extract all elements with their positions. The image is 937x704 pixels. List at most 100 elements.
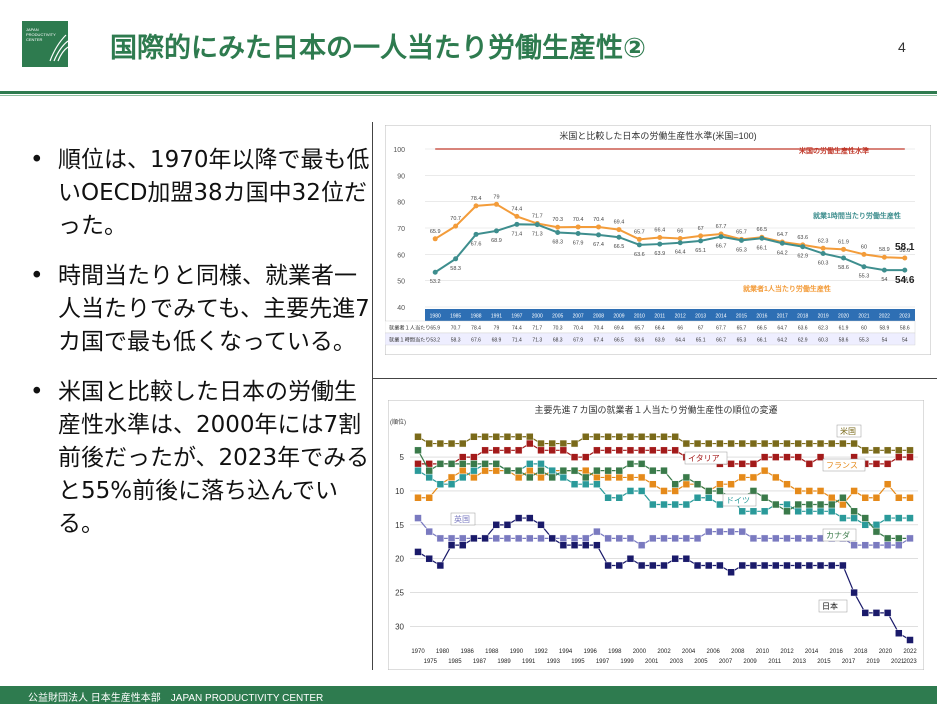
data-point [779, 240, 785, 246]
rank-marker [458, 473, 467, 482]
rank-marker [671, 433, 679, 441]
rank-marker [682, 480, 691, 488]
rank-marker [805, 460, 814, 468]
data-label: 58.9 [879, 247, 890, 253]
data-label: 60 [861, 244, 867, 250]
table-cell: 58.6 [839, 338, 849, 344]
table-cell: 70.7 [451, 326, 461, 332]
rank-marker [470, 433, 478, 441]
data-label: 70.3 [552, 217, 563, 223]
series-label-box [822, 528, 857, 542]
rank-marker [749, 507, 758, 516]
rank-marker [492, 534, 501, 543]
rank-marker [637, 487, 646, 495]
rank-marker [883, 446, 892, 455]
rank-marker [526, 439, 534, 448]
rank-marker [492, 433, 501, 441]
rank-marker [537, 460, 545, 468]
rank-marker [637, 473, 646, 482]
rank-marker [447, 534, 456, 543]
rank-marker [436, 439, 445, 448]
rank-marker [604, 561, 612, 570]
data-label: 54 [881, 277, 887, 283]
x-tick-top: 2020 [879, 649, 893, 655]
rank-marker [805, 507, 814, 516]
data-label: 63.6 [797, 235, 808, 241]
rank-marker [447, 460, 456, 468]
data-point [759, 235, 765, 241]
rank-marker [783, 507, 791, 516]
data-label: 70.4 [573, 217, 584, 223]
data-point [861, 251, 867, 257]
rank-marker [581, 541, 590, 549]
data-point [636, 236, 642, 242]
data-label: 62.9 [797, 254, 808, 260]
series-label: フランス [826, 461, 858, 470]
x-tick-top: 1990 [510, 649, 524, 655]
rank-marker [794, 500, 802, 509]
rank-marker [906, 514, 914, 522]
table-cell: 60 [861, 326, 867, 332]
data-label: 69.4 [614, 220, 625, 226]
rank-marker [794, 439, 802, 448]
data-point [493, 201, 499, 207]
data-label: 68.3 [552, 239, 563, 245]
data-point [514, 213, 520, 219]
data-label: 67.6 [471, 241, 482, 247]
rank-marker [883, 460, 892, 468]
table-cell: 67.7 [716, 326, 726, 332]
data-label: 58.6 [899, 248, 910, 254]
data-label: 55.3 [859, 274, 870, 280]
x-tick-bottom: 2023 [903, 659, 917, 665]
table-year: 2013 [695, 314, 706, 320]
data-point [555, 224, 561, 230]
data-point [698, 238, 704, 244]
x-tick-bottom: 2019 [866, 659, 880, 665]
x-tick-bottom: 2007 [719, 659, 733, 665]
rank-marker [906, 446, 914, 455]
rank-marker [637, 541, 646, 549]
data-label: 78.4 [471, 196, 482, 202]
rank-marker [693, 534, 702, 543]
x-tick-bottom: 2015 [817, 659, 831, 665]
rank-marker [548, 439, 556, 448]
rank-marker [872, 527, 881, 536]
table-cell: 70.3 [553, 326, 563, 332]
table-year: 1988 [470, 314, 481, 320]
table-cell: 62.9 [798, 338, 808, 344]
rank-marker [794, 453, 802, 461]
data-label: 58.6 [838, 265, 849, 271]
rank-marker [895, 453, 903, 461]
rank-marker [425, 554, 433, 563]
rank-marker [727, 439, 735, 448]
rank-marker [436, 534, 445, 543]
rank-marker [783, 439, 791, 448]
rank-marker [593, 527, 601, 536]
rank-marker [682, 554, 691, 563]
rank-marker [727, 527, 735, 536]
rank-marker [895, 541, 903, 549]
rank-marker [470, 534, 478, 543]
rank-marker [738, 473, 747, 482]
data-label: 65.7 [736, 229, 747, 235]
rank-marker [649, 433, 657, 441]
rank-marker [883, 609, 892, 617]
rank-marker [827, 507, 836, 516]
x-tick-bottom: 2005 [694, 659, 708, 665]
bullet-item: • 順位は、1970年以降で最も低いOECD加盟38カ国中32位だった。 [30, 144, 370, 243]
rank-marker [895, 514, 903, 522]
data-point [575, 224, 581, 230]
rank-marker [570, 439, 579, 448]
rank-marker [727, 460, 735, 468]
table-cell: 60.3 [818, 338, 828, 344]
bullet-dot-icon: • [30, 379, 44, 405]
rank-marker [839, 493, 847, 502]
rank-marker [772, 534, 780, 543]
rank-marker [537, 466, 545, 475]
data-point [575, 231, 581, 237]
rank-marker [615, 466, 624, 475]
table-cell: 63.6 [798, 326, 808, 332]
rank-marker [492, 521, 501, 529]
rank-marker [615, 446, 624, 455]
logo: JAPAN PRODUCTIVITY CENTER [22, 21, 68, 67]
